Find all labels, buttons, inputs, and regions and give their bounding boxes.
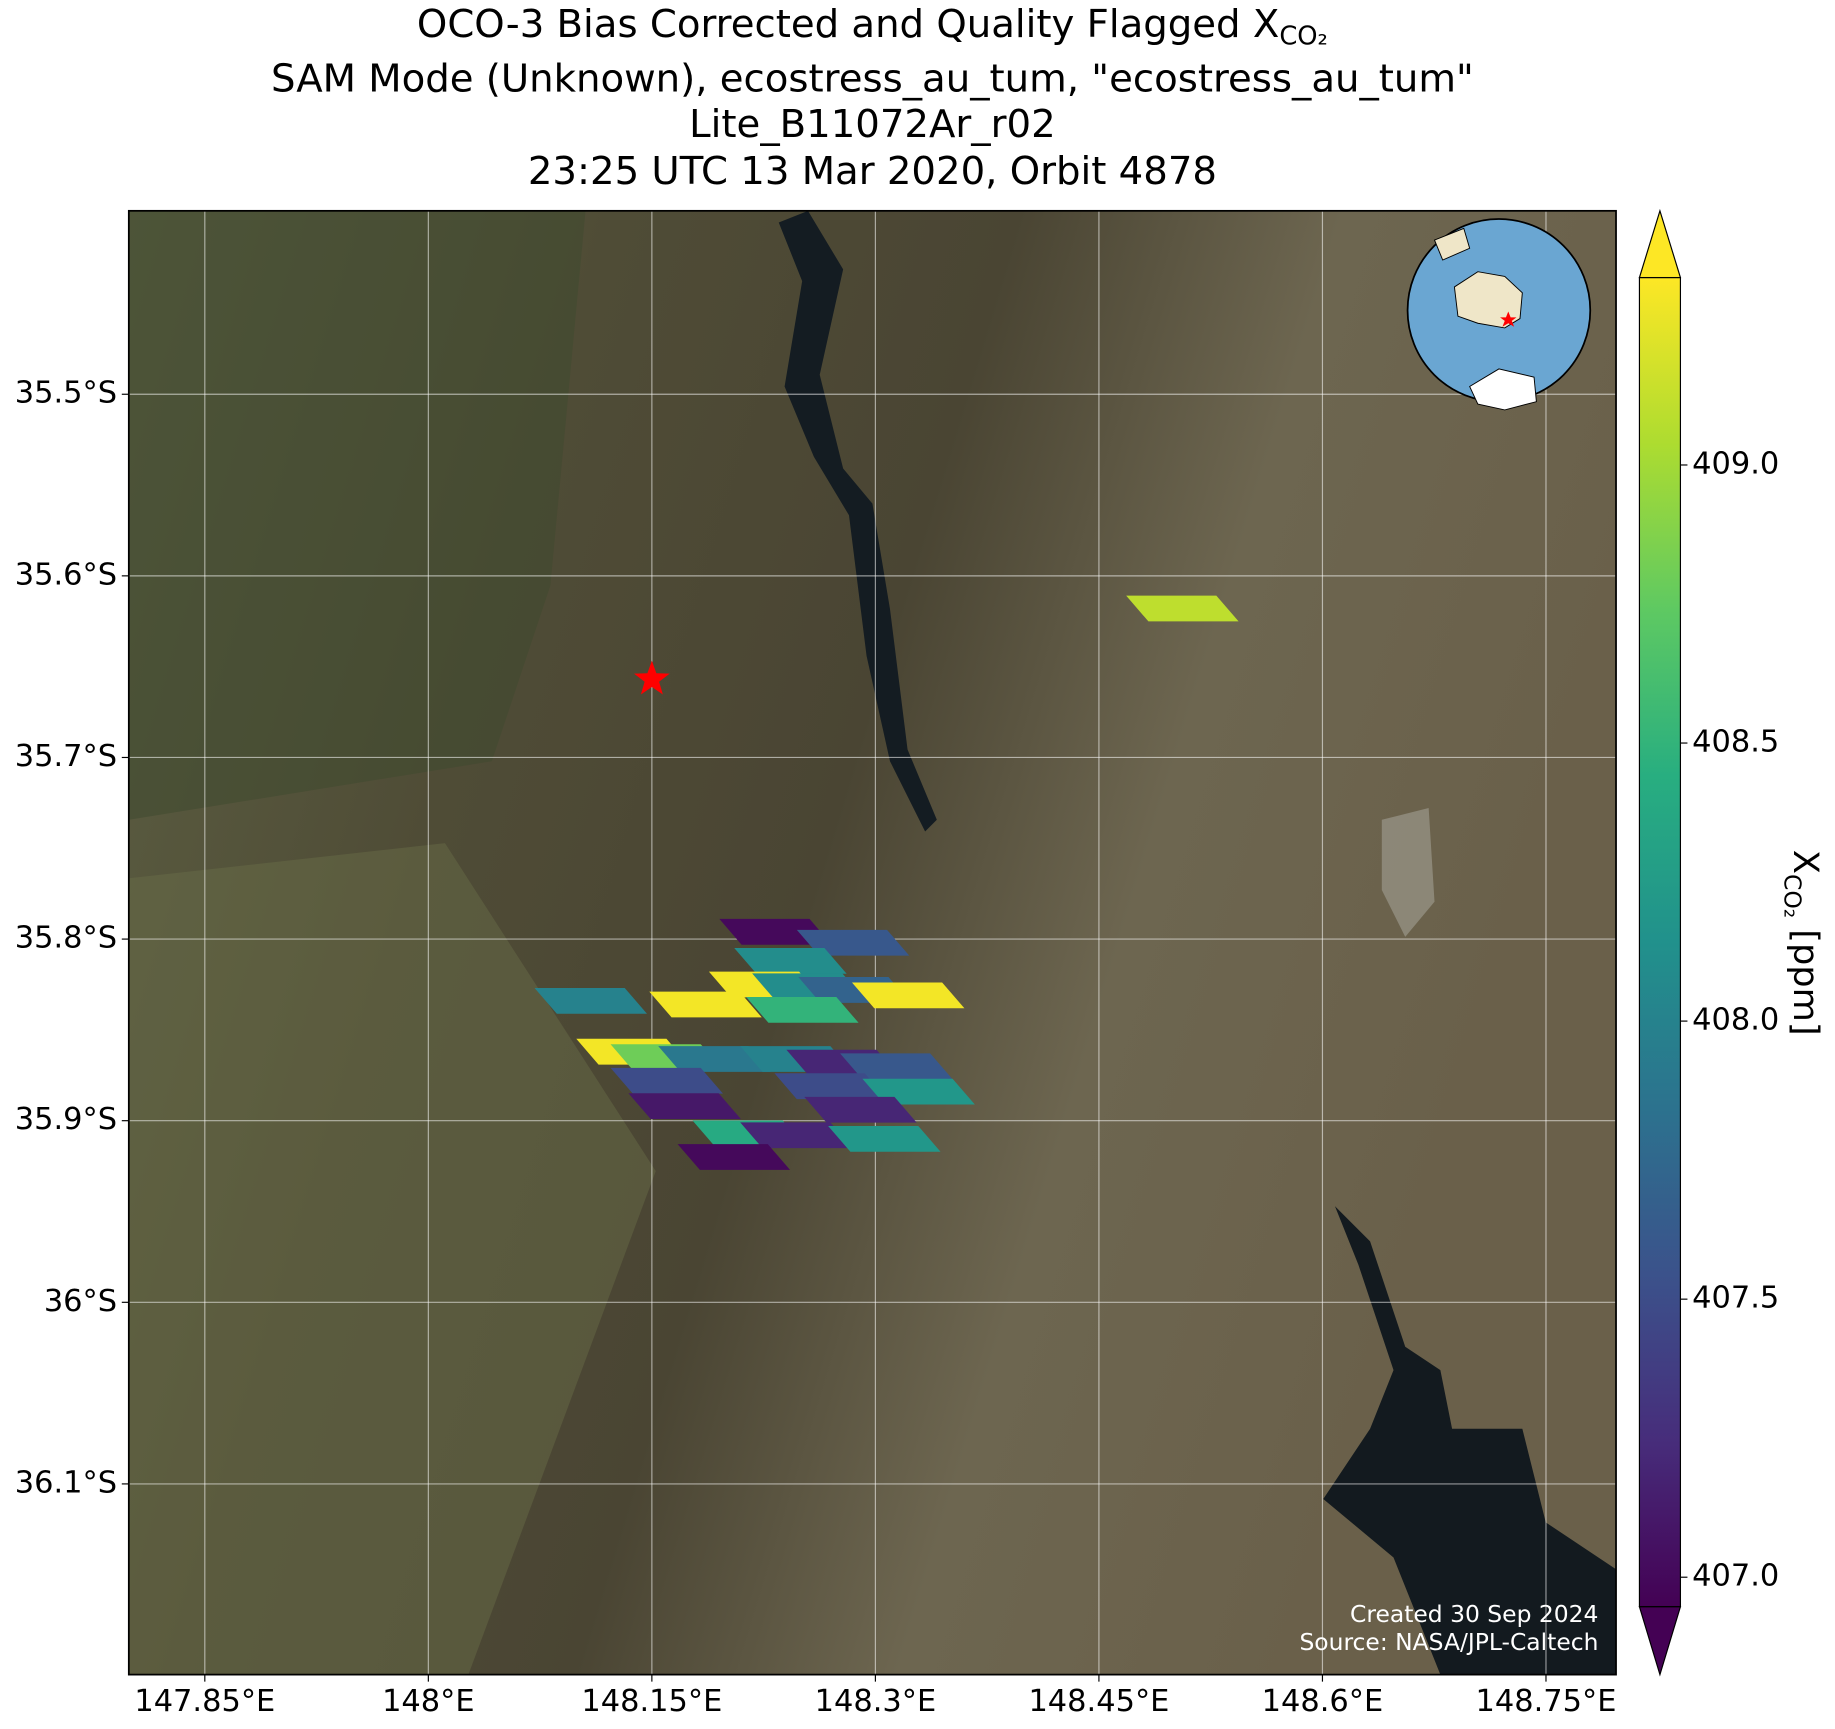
chart-title: OCO-3 Bias Corrected and Quality Flagged… xyxy=(417,1,1328,51)
footprint xyxy=(774,1073,887,1100)
inset-globe xyxy=(1406,218,1592,411)
footprint xyxy=(677,1144,791,1170)
forest xyxy=(128,210,586,820)
x-tick-label: 148.3°E xyxy=(815,1684,937,1719)
x-tick-label: 148°E xyxy=(382,1684,475,1719)
colorbar-extend-max xyxy=(1638,208,1682,279)
colorbar xyxy=(1639,277,1681,1607)
colorbar-tick-label: 409.0 xyxy=(1692,446,1779,481)
annotation: Source: NASA/JPL-Caltech xyxy=(1299,1628,1598,1656)
globe-asia xyxy=(1433,227,1471,261)
footprint xyxy=(804,1096,917,1123)
reservoir xyxy=(1323,1206,1617,1675)
footprint xyxy=(719,918,832,945)
subtitle: SAM Mode (Unknown), ecostress_au_tum, "e… xyxy=(271,56,1474,101)
y-tick-label: 35.7°S xyxy=(15,739,117,774)
colorbar-tick-label: 407.0 xyxy=(1692,1559,1779,1594)
target-marker xyxy=(634,660,670,695)
y-tick-label: 35.8°S xyxy=(15,921,117,956)
y-tick-label: 35.5°S xyxy=(15,376,117,411)
globe-marker xyxy=(1500,311,1517,327)
y-tick-label: 35.9°S xyxy=(15,1102,117,1137)
colorbar-label-subscript: CO₂ xyxy=(1779,874,1807,918)
footprint xyxy=(1126,595,1239,622)
basemap: Created 30 Sep 2024 Source: NASA/JPL-Cal… xyxy=(128,210,1617,1675)
footprint xyxy=(851,982,965,1009)
globe-antarctica xyxy=(1469,368,1537,411)
footprint xyxy=(740,1122,853,1149)
y-tick-label: 35.6°S xyxy=(15,557,117,592)
x-tick-label: 148.15°E xyxy=(581,1684,722,1719)
globe-australia xyxy=(1453,271,1523,329)
footprint xyxy=(746,997,859,1023)
reservoir xyxy=(778,210,937,832)
colorbar-extend-min xyxy=(1638,1606,1682,1677)
subtitle: Lite_B11072Ar_r02 xyxy=(689,102,1055,147)
y-tick-label: 36°S xyxy=(44,1284,117,1319)
y-tick-label: 36.1°S xyxy=(15,1465,117,1500)
colorbar-frame xyxy=(1638,276,1682,1608)
x-tick-label: 147.85°E xyxy=(134,1684,275,1719)
title-subscript: CO₂ xyxy=(1279,21,1328,51)
farmland xyxy=(128,843,656,1675)
colorbar-tick-label: 407.5 xyxy=(1692,1281,1779,1316)
colorbar-tick-label: 408.0 xyxy=(1692,1003,1779,1038)
footprint xyxy=(534,987,647,1014)
footprint xyxy=(649,991,762,1018)
footprint xyxy=(734,947,847,974)
colorbar-label-unit: [ppm] xyxy=(1785,918,1826,1035)
lakebed xyxy=(1381,808,1435,937)
x-tick-label: 148.6°E xyxy=(1262,1684,1384,1719)
map-frame xyxy=(127,209,1617,1676)
title-text: OCO-3 Bias Corrected and Quality Flagged… xyxy=(417,1,1279,46)
footprint xyxy=(628,1093,741,1120)
colorbar-tick-label: 408.5 xyxy=(1692,725,1779,760)
colorbar-label-text: X xyxy=(1785,850,1826,874)
annotation: Created 30 Sep 2024 xyxy=(1350,1600,1598,1628)
colorbar-label: XCO₂ [ppm] xyxy=(1779,850,1826,1036)
footprint xyxy=(828,1125,941,1152)
footprint xyxy=(658,1046,771,1072)
x-tick-label: 148.45°E xyxy=(1028,1684,1169,1719)
subtitle: 23:25 UTC 13 Mar 2020, Orbit 4878 xyxy=(528,149,1217,194)
footprint xyxy=(610,1067,723,1094)
footprint xyxy=(840,1053,953,1080)
x-tick-label: 148.75°E xyxy=(1476,1684,1617,1719)
